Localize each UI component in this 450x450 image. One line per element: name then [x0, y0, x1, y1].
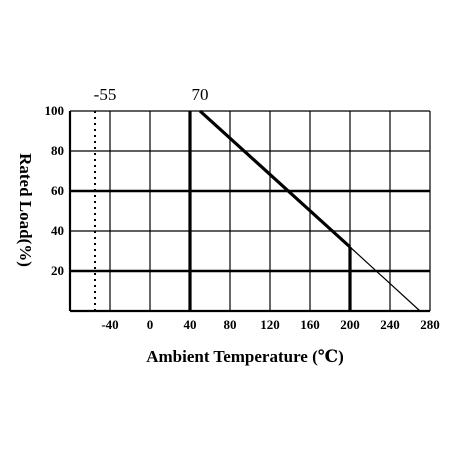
y-tick-label: 100	[45, 103, 65, 118]
y-tick-label: 60	[51, 183, 64, 198]
x-tick-label: 280	[420, 317, 440, 332]
x-tick-labels: -40 0 40 80 120 160 200 240 280	[101, 317, 439, 332]
series-line	[349, 246, 421, 312]
series-line	[198, 109, 352, 249]
x-tick-label: -40	[101, 317, 118, 332]
annotation-label: 70	[192, 85, 209, 104]
x-tick-label: 160	[300, 317, 320, 332]
y-tick-label: 20	[51, 263, 64, 278]
x-axis-title: Ambient Temperature (℃)	[146, 347, 344, 366]
x-tick-label: 120	[260, 317, 280, 332]
annotation-label: -55	[94, 85, 117, 104]
y-tick-label: 80	[51, 143, 64, 158]
grid	[68, 110, 431, 313]
y-axis-title: Rated Load(%)	[16, 153, 35, 267]
x-tick-label: 0	[147, 317, 154, 332]
x-tick-label: 200	[340, 317, 360, 332]
top-annotations: -55 70	[94, 85, 209, 104]
reference-lines	[94, 111, 352, 311]
x-tick-label: 80	[224, 317, 237, 332]
y-tick-label: 40	[51, 223, 64, 238]
y-tick-labels: 20 40 60 80 100	[45, 103, 65, 278]
x-tick-label: 40	[184, 317, 197, 332]
series-lines	[198, 109, 421, 312]
x-tick-label: 240	[380, 317, 400, 332]
